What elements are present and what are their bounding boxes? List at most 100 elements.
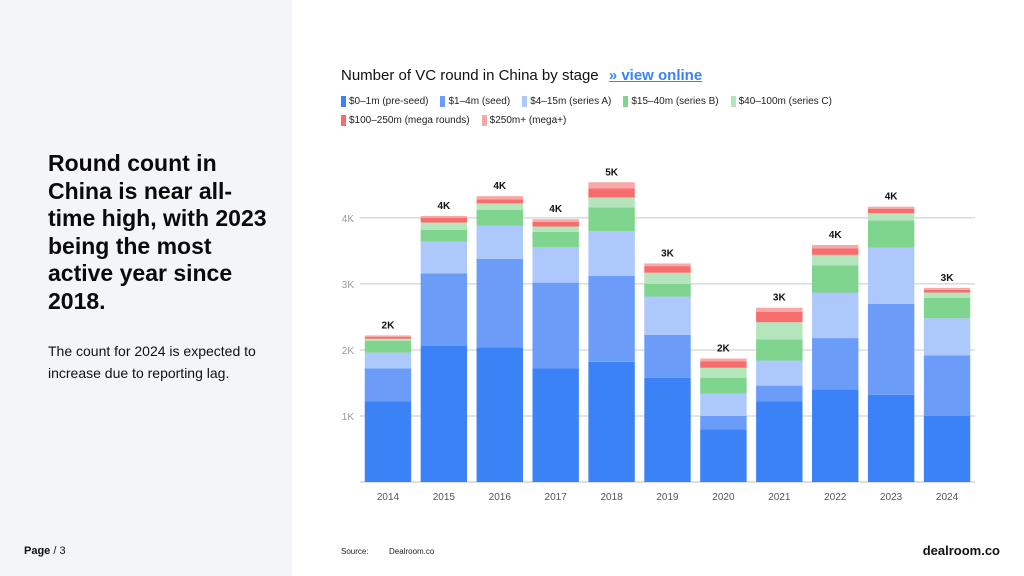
source-label: Source: bbox=[341, 547, 369, 556]
bar-segment bbox=[700, 429, 747, 482]
legend-swatch bbox=[730, 96, 736, 107]
bar-segment bbox=[476, 203, 523, 210]
bar-total-label: 3K bbox=[773, 293, 787, 304]
bar-segment bbox=[756, 311, 803, 323]
view-online-link[interactable]: » view online bbox=[608, 67, 703, 84]
bar-segment bbox=[644, 266, 691, 273]
bar-segment bbox=[644, 377, 691, 482]
legend-label: $250m+ (mega+) bbox=[489, 115, 567, 126]
x-tick-label: 2017 bbox=[545, 492, 568, 503]
bar-total-label: 4K bbox=[437, 201, 451, 212]
bar-segment bbox=[588, 231, 635, 277]
bar-segment bbox=[867, 303, 915, 395]
bar-segment bbox=[812, 254, 859, 266]
bar-segment bbox=[588, 182, 635, 189]
y-tick-label: 2K bbox=[342, 346, 355, 357]
bar-segment bbox=[364, 338, 412, 341]
bar-segment bbox=[923, 297, 971, 319]
x-tick-label: 2024 bbox=[936, 492, 959, 503]
x-tick-label: 2022 bbox=[824, 492, 847, 503]
bar-segment bbox=[420, 345, 468, 482]
bar-segment bbox=[812, 265, 859, 293]
bar-total-label: 4K bbox=[493, 181, 507, 192]
bar-segment bbox=[532, 368, 579, 482]
legend-item[interactable]: $250m+ (mega+) bbox=[481, 115, 567, 126]
legend-label: $100–250m (mega rounds) bbox=[349, 115, 470, 126]
legend-label: $1–4m (seed) bbox=[448, 96, 511, 107]
chart-title: Number of VC round in China by stage bbox=[341, 67, 599, 84]
bar-segment bbox=[867, 220, 915, 248]
source-value: Dealroom.co bbox=[389, 547, 435, 556]
bar-segment bbox=[420, 241, 468, 274]
bar-segment bbox=[588, 207, 635, 232]
x-tick-label: 2014 bbox=[377, 492, 400, 503]
bar-segment bbox=[364, 352, 412, 369]
subtext: The count for 2024 is expected to increa… bbox=[48, 343, 256, 381]
brand-logo: dealroom.co bbox=[922, 543, 1000, 558]
bar-total-label: 4K bbox=[549, 204, 563, 215]
bar-segment bbox=[700, 393, 747, 416]
legend-item[interactable]: $100–250m (mega rounds) bbox=[341, 115, 470, 126]
x-tick-label: 2019 bbox=[656, 492, 679, 503]
bar-total-label: 2K bbox=[717, 344, 731, 355]
legend-item[interactable]: $4–15m (series A) bbox=[522, 96, 611, 107]
legend-label: $40–100m (series C) bbox=[738, 96, 832, 107]
bar-segment bbox=[364, 340, 412, 353]
bar-total-label: 3K bbox=[661, 248, 675, 259]
bar-segment bbox=[420, 215, 468, 218]
legend-item[interactable]: $15–40m (series B) bbox=[623, 96, 719, 107]
page-label: Page bbox=[24, 545, 51, 557]
bar-segment bbox=[420, 273, 468, 346]
bar-segment bbox=[923, 289, 971, 293]
bar-segment bbox=[420, 229, 468, 242]
legend-label: $0–1m (pre-seed) bbox=[349, 96, 429, 107]
legend-item[interactable]: $40–100m (series C) bbox=[730, 96, 832, 107]
bar-segment bbox=[644, 283, 691, 297]
bar-segment bbox=[588, 361, 635, 482]
legend-swatch bbox=[341, 115, 346, 126]
x-tick-label: 2020 bbox=[712, 492, 735, 503]
bar-segment bbox=[364, 401, 412, 482]
bar-segment bbox=[756, 322, 803, 340]
bar-segment bbox=[867, 394, 915, 482]
bar-segment bbox=[756, 339, 803, 361]
bar-segment bbox=[476, 258, 523, 348]
bar-segment bbox=[756, 401, 803, 482]
bar-segment bbox=[644, 296, 691, 335]
x-tick-label: 2023 bbox=[880, 492, 903, 503]
bar-segment bbox=[644, 334, 691, 378]
bar-segment bbox=[644, 263, 691, 267]
x-tick-label: 2016 bbox=[489, 492, 512, 503]
bar-segment bbox=[532, 246, 579, 283]
legend-item[interactable]: $0–1m (pre-seed) bbox=[341, 96, 428, 107]
bar-segment bbox=[532, 219, 579, 222]
bar-segment bbox=[644, 272, 691, 284]
bar-segment bbox=[756, 307, 803, 312]
bar-segment bbox=[532, 221, 579, 227]
headline: Round count in China is near all-time hi… bbox=[48, 150, 267, 314]
bar-segment bbox=[867, 208, 915, 214]
bar-segment bbox=[812, 244, 859, 249]
bar-total-label: 4K bbox=[829, 230, 843, 241]
bar-segment bbox=[923, 415, 971, 482]
bar-segment bbox=[756, 385, 803, 402]
bar-segment bbox=[923, 292, 971, 298]
bar-segment bbox=[700, 361, 747, 368]
bar-segment bbox=[588, 276, 635, 362]
bar-segment bbox=[812, 292, 859, 339]
bar-segment bbox=[476, 347, 523, 482]
x-tick-label: 2021 bbox=[768, 492, 791, 503]
bar-segment bbox=[700, 377, 747, 394]
page-number: / 3 bbox=[53, 545, 66, 557]
bar-segment bbox=[812, 338, 859, 390]
bar-segment bbox=[420, 217, 468, 223]
bar-segment bbox=[476, 225, 523, 259]
bar-segment bbox=[532, 282, 579, 369]
legend-item[interactable]: $1–4m (seed) bbox=[440, 96, 510, 107]
chart-legend: $0–1m (pre-seed) $1–4m (seed) $4–15m (seri… bbox=[341, 96, 981, 126]
bar-segment bbox=[420, 222, 468, 230]
bar-segment bbox=[532, 226, 579, 232]
bar-segment bbox=[364, 336, 412, 339]
chart-header: Number of VC round in China by stage » v… bbox=[341, 67, 702, 84]
legend-swatch bbox=[623, 96, 629, 107]
